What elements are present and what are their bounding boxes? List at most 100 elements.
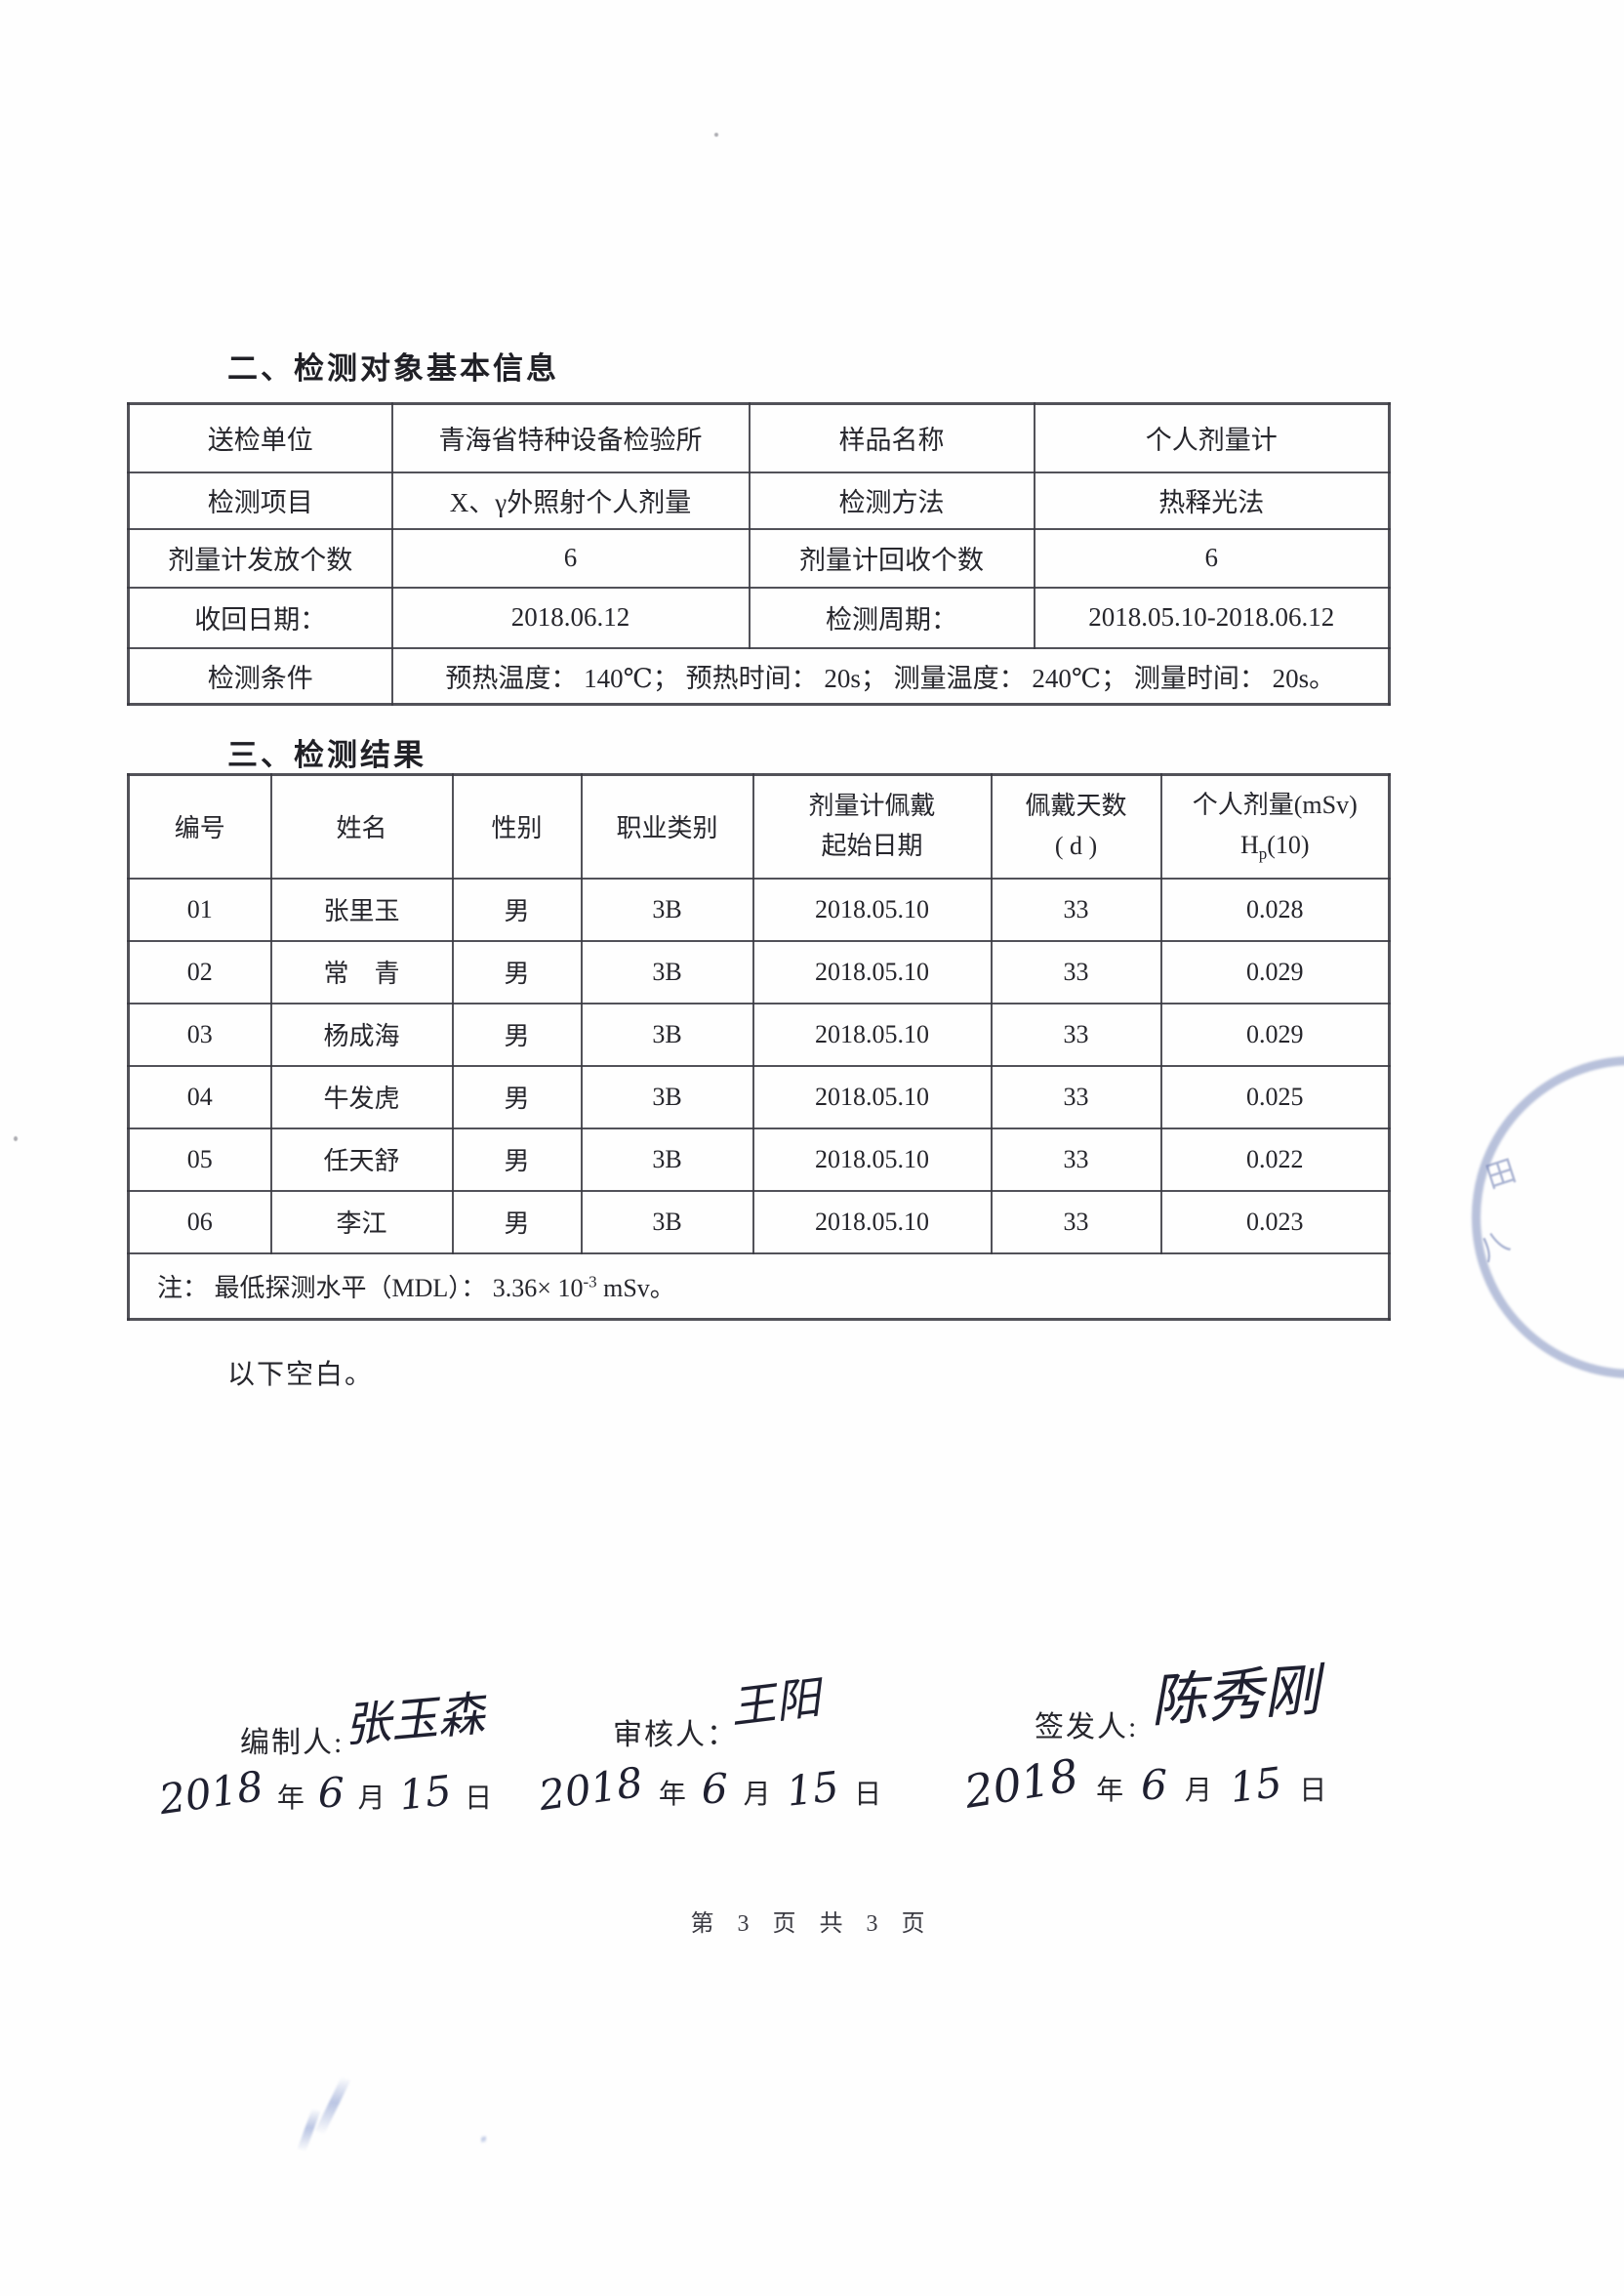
cell-wear-start: 2018.05.10 xyxy=(751,1002,993,1067)
month-unit: 月 xyxy=(1184,1776,1212,1806)
preparer-label: 编制人: xyxy=(240,1727,345,1759)
info-label-sample-name: 样品名称 xyxy=(748,402,1035,473)
table-row: 03 杨成海 男 3B 2018.05.10 33 0.029 xyxy=(127,1002,1391,1067)
cell-dose: 0.025 xyxy=(1159,1064,1391,1129)
col-header-personal-dose: 个人剂量(mSv) Hp(10) xyxy=(1159,773,1391,880)
handwritten-year: 2018 xyxy=(156,1761,266,1824)
col-header-dose-line2: Hp(10) xyxy=(1239,830,1310,863)
year-unit: 年 xyxy=(276,1784,304,1814)
handwritten-month: 6 xyxy=(1141,1761,1167,1809)
info-label-test-period: 检测周期： xyxy=(748,586,1035,649)
cell-days: 33 xyxy=(990,1189,1162,1254)
cell-gender: 男 xyxy=(451,1127,583,1192)
issuer-signature: 陈秀刚 xyxy=(1148,1657,1322,1735)
ink-smudge xyxy=(314,2075,351,2136)
info-value-sample-name: 个人剂量计 xyxy=(1033,402,1391,473)
section2-heading: 二、检测对象基本信息 xyxy=(227,351,559,386)
note-row: 注： 最低探测水平（MDL）： 3.36× 10-3 mSv。 xyxy=(127,1251,1391,1321)
cell-days: 33 xyxy=(990,939,1162,1004)
preparer-signature: 张玉森 xyxy=(342,1686,487,1754)
month-unit: 月 xyxy=(743,1780,771,1810)
cell-occupation: 3B xyxy=(580,1064,754,1129)
reviewer-date: 2018 年 6 月 15 日 xyxy=(536,1758,882,1820)
cell-id: 05 xyxy=(127,1127,272,1192)
results-table: 编号 姓名 性别 职业类别 剂量计佩戴 起始日期 佩戴天数 ( d ) 个人剂量… xyxy=(127,773,1391,1321)
mdl-note-unit: mSv。 xyxy=(596,1273,675,1302)
blank-below-note: 以下空白。 xyxy=(227,1360,375,1390)
mdl-note-superscript: -3 xyxy=(583,1272,597,1292)
info-label-test-item: 检测项目 xyxy=(127,471,393,530)
cell-name: 李江 xyxy=(269,1189,454,1254)
col-header-dose-line1: 个人剂量(mSv) xyxy=(1192,791,1358,820)
day-unit: 日 xyxy=(854,1780,882,1810)
preparer-date: 2018 年 6 月 15 日 xyxy=(156,1762,492,1824)
col-header-name: 姓名 xyxy=(269,773,454,880)
cell-name: 张里玉 xyxy=(269,877,454,942)
cell-id: 01 xyxy=(127,877,272,942)
cell-id: 02 xyxy=(127,939,272,1004)
cell-dose: 0.022 xyxy=(1159,1127,1391,1192)
col-header-days-worn: 佩戴天数 ( d ) xyxy=(990,773,1162,880)
col-header-occupation: 职业类别 xyxy=(580,773,754,880)
table-row: 02 常 青 男 3B 2018.05.10 33 0.029 xyxy=(127,939,1391,1004)
handwritten-day: 15 xyxy=(784,1762,841,1816)
cell-gender: 男 xyxy=(451,1189,583,1254)
table-row: 检测条件 预热温度： 140℃； 预热时间： 20s； 测量温度： 240℃； … xyxy=(127,646,1391,706)
mdl-note-text: 注： 最低探测水平（MDL）： 3.36× 10 xyxy=(157,1273,584,1302)
handwritten-day: 15 xyxy=(396,1766,454,1820)
info-value-test-conditions: 预热温度： 140℃； 预热时间： 20s； 测量温度： 240℃； 测量时间：… xyxy=(390,646,1391,706)
info-label-return-date: 收回日期： xyxy=(127,586,393,649)
col-header-wear-start-line2: 起始日期 xyxy=(821,831,923,860)
cell-occupation: 3B xyxy=(580,1002,754,1067)
table-row: 06 李江 男 3B 2018.05.10 33 0.023 xyxy=(127,1189,1391,1254)
cell-wear-start: 2018.05.10 xyxy=(751,1127,993,1192)
cell-name: 牛发虎 xyxy=(269,1064,454,1129)
info-value-test-method: 热释光法 xyxy=(1033,471,1391,530)
cell-id: 06 xyxy=(127,1189,272,1254)
cell-wear-start: 2018.05.10 xyxy=(751,1064,993,1129)
info-value-test-period: 2018.05.10-2018.06.12 xyxy=(1033,586,1391,649)
table-row: 收回日期： 2018.06.12 检测周期： 2018.05.10-2018.0… xyxy=(127,586,1391,649)
cell-occupation: 3B xyxy=(580,877,754,942)
info-value-dosimeters-returned: 6 xyxy=(1033,527,1391,589)
cell-dose: 0.029 xyxy=(1159,939,1391,1004)
info-value-submitting-unit: 青海省特种设备检验所 xyxy=(390,402,751,473)
section3-heading: 三、检测结果 xyxy=(227,738,426,772)
cell-name: 常 青 xyxy=(269,939,454,1004)
year-unit: 年 xyxy=(658,1780,686,1810)
year-unit: 年 xyxy=(1096,1776,1124,1806)
info-value-test-item: X、γ外照射个人剂量 xyxy=(390,471,751,530)
handwritten-month: 6 xyxy=(317,1769,345,1817)
cell-wear-start: 2018.05.10 xyxy=(751,1189,993,1254)
info-label-dosimeters-returned: 剂量计回收个数 xyxy=(748,527,1035,589)
col-header-days-line1: 佩戴天数 xyxy=(1025,792,1127,821)
info-label-dosimeters-issued: 剂量计发放个数 xyxy=(127,527,393,589)
info-value-return-date: 2018.06.12 xyxy=(390,586,751,649)
table-row: 送检单位 青海省特种设备检验所 样品名称 个人剂量计 xyxy=(127,402,1391,473)
col-header-gender: 性别 xyxy=(451,773,583,880)
partial-stamp-arc xyxy=(1472,1056,1624,1378)
day-unit: 日 xyxy=(1299,1776,1327,1806)
cell-wear-start: 2018.05.10 xyxy=(751,877,993,942)
cell-occupation: 3B xyxy=(580,1189,754,1254)
ink-smudge xyxy=(481,2136,486,2143)
cell-dose: 0.023 xyxy=(1159,1189,1391,1254)
table-row: 05 任天舒 男 3B 2018.05.10 33 0.022 xyxy=(127,1127,1391,1192)
info-label-test-conditions: 检测条件 xyxy=(127,646,393,706)
reviewer-label: 审核人： xyxy=(613,1719,738,1751)
cell-gender: 男 xyxy=(451,1064,583,1129)
scan-speck xyxy=(714,133,718,137)
mdl-note: 注： 最低探测水平（MDL）： 3.36× 10-3 mSv。 xyxy=(127,1251,1391,1321)
cell-days: 33 xyxy=(990,1127,1162,1192)
scan-speck xyxy=(14,1136,18,1141)
handwritten-year: 2018 xyxy=(536,1757,646,1821)
info-label-test-method: 检测方法 xyxy=(748,471,1035,530)
table-row: 01 张里玉 男 3B 2018.05.10 33 0.028 xyxy=(127,877,1391,942)
cell-days: 33 xyxy=(990,877,1162,942)
cell-id: 04 xyxy=(127,1064,272,1129)
issuer-label: 签发人: xyxy=(1035,1711,1139,1743)
cell-gender: 男 xyxy=(451,1002,583,1067)
cell-days: 33 xyxy=(990,1064,1162,1129)
